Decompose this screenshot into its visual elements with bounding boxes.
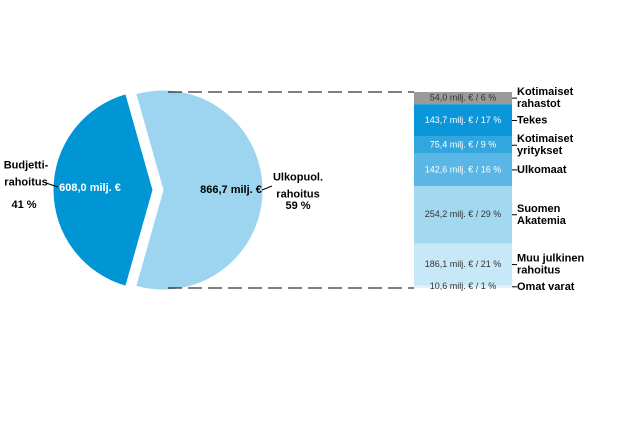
bar-value-label: 186,1 milj. € / 21 % xyxy=(425,259,502,269)
bar-segment xyxy=(414,104,512,137)
bar-segment xyxy=(414,285,512,288)
bar-segment xyxy=(414,186,512,244)
bar-segment xyxy=(414,153,512,187)
bar-value-label: 142,6 milj. € / 16 % xyxy=(425,164,502,174)
slice-label: Budjetti-rahoitus xyxy=(4,159,49,188)
leader-line xyxy=(45,182,59,188)
bar-segment xyxy=(414,243,512,286)
bar-category-label: Omat varat xyxy=(517,281,575,293)
bar-value-label: 254,2 milj. € / 29 % xyxy=(425,209,502,219)
slice-value: 608,0 milj. € xyxy=(59,182,121,194)
bar-segment xyxy=(414,92,512,105)
bar-segment xyxy=(414,136,512,154)
bar-category-label: Tekes xyxy=(517,114,547,126)
slice-percent: 41 % xyxy=(11,199,36,211)
slice-label: Ulkopuol. rahoitus xyxy=(273,171,323,200)
bar-value-label: 54,0 milj. € / 6 % xyxy=(430,92,497,102)
pie-slice xyxy=(52,93,154,287)
slice-value: 866,7 milj. € xyxy=(200,184,262,196)
bar-category-label: Muu julkinen rahoitus xyxy=(517,252,585,276)
bar-value-label: 10,6 milj. € / 1 % xyxy=(430,281,497,291)
bar-category-label: Ulkomaat xyxy=(517,164,567,176)
bar-value-label: 75,4 milj. € / 9 % xyxy=(430,140,497,150)
bar-category-label: Kotimaiset yritykset xyxy=(517,133,574,157)
bar-category-label: Suomen Akatemia xyxy=(517,203,567,227)
bar-value-label: 143,7 milj. € / 17 % xyxy=(425,115,502,125)
bar-category-label: Kotimaiset rahastot xyxy=(517,86,574,110)
leader-line xyxy=(261,185,273,191)
slice-percent: 59 % xyxy=(285,200,310,212)
